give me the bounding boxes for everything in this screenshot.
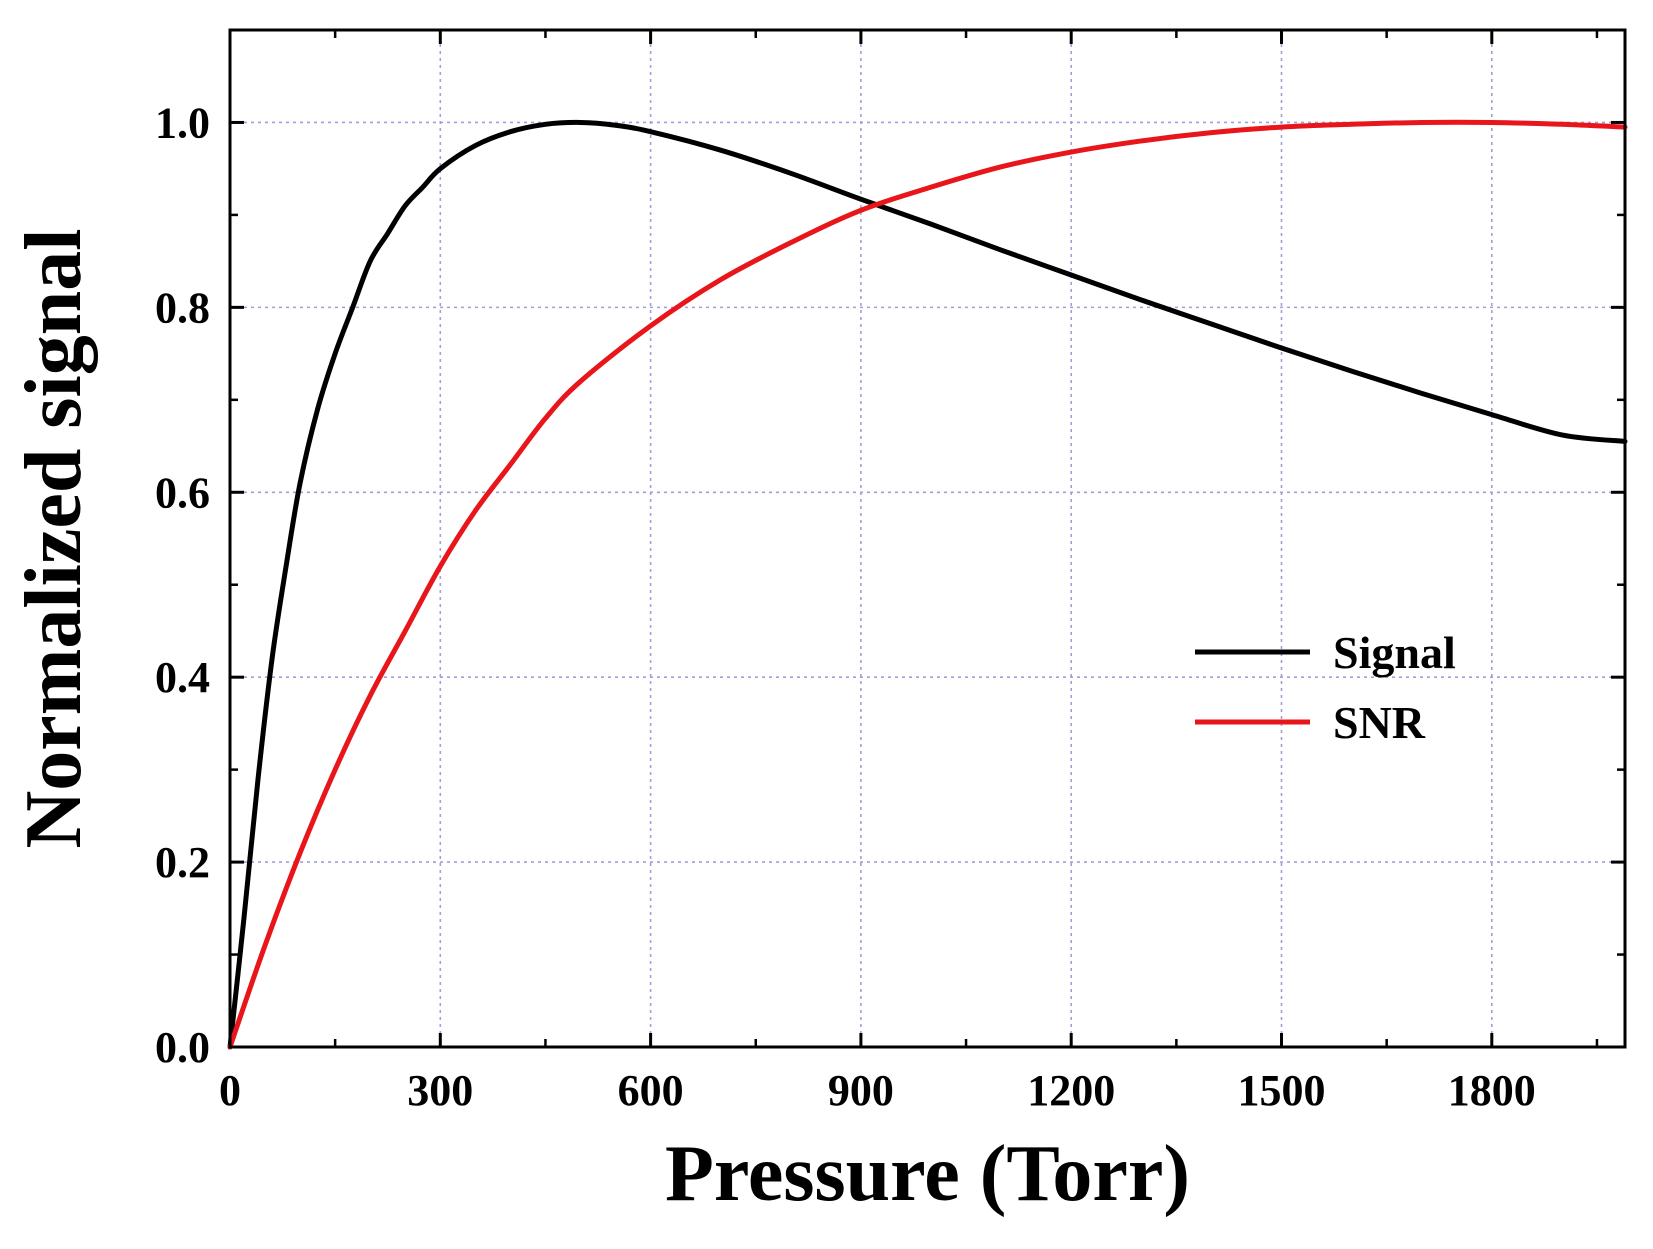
y-tick-label: 0.2: [155, 838, 210, 887]
y-tick-label: 0.6: [155, 468, 210, 517]
x-tick-label: 600: [618, 1066, 684, 1115]
x-tick-label: 1800: [1448, 1066, 1536, 1115]
plot-frame: [228, 28, 1627, 1049]
x-tick-label: 1500: [1238, 1066, 1326, 1115]
legend-label-signal: Signal: [1333, 627, 1456, 678]
axis-ticks: [228, 28, 1625, 1049]
series-lines: [227, 119, 1628, 1050]
x-tick-label: 300: [407, 1066, 473, 1115]
x-tick-label: 0: [219, 1066, 241, 1115]
y-axis-title: Normalized signal: [10, 229, 98, 849]
x-axis-title: Pressure (Torr): [665, 1130, 1190, 1218]
tick-labels: 0 300 600 900 1200 1500 1800 0.0 0.2 0.4 0.6 0.8 1.0: [155, 98, 1536, 1115]
y-tick-label: 1.0: [155, 98, 210, 147]
legend-label-snr: SNR: [1333, 697, 1426, 748]
x-tick-label: 1200: [1027, 1066, 1115, 1115]
y-tick-label: 0.4: [155, 653, 210, 702]
y-tick-label: 0.0: [155, 1023, 210, 1072]
legend: Signal SNR: [1195, 627, 1456, 748]
x-tick-label: 900: [828, 1066, 894, 1115]
series-line-snr: [227, 119, 1628, 1050]
grid-lines: [230, 30, 1625, 1047]
series-line-signal: [227, 119, 1628, 1050]
y-tick-label: 0.8: [155, 283, 210, 332]
